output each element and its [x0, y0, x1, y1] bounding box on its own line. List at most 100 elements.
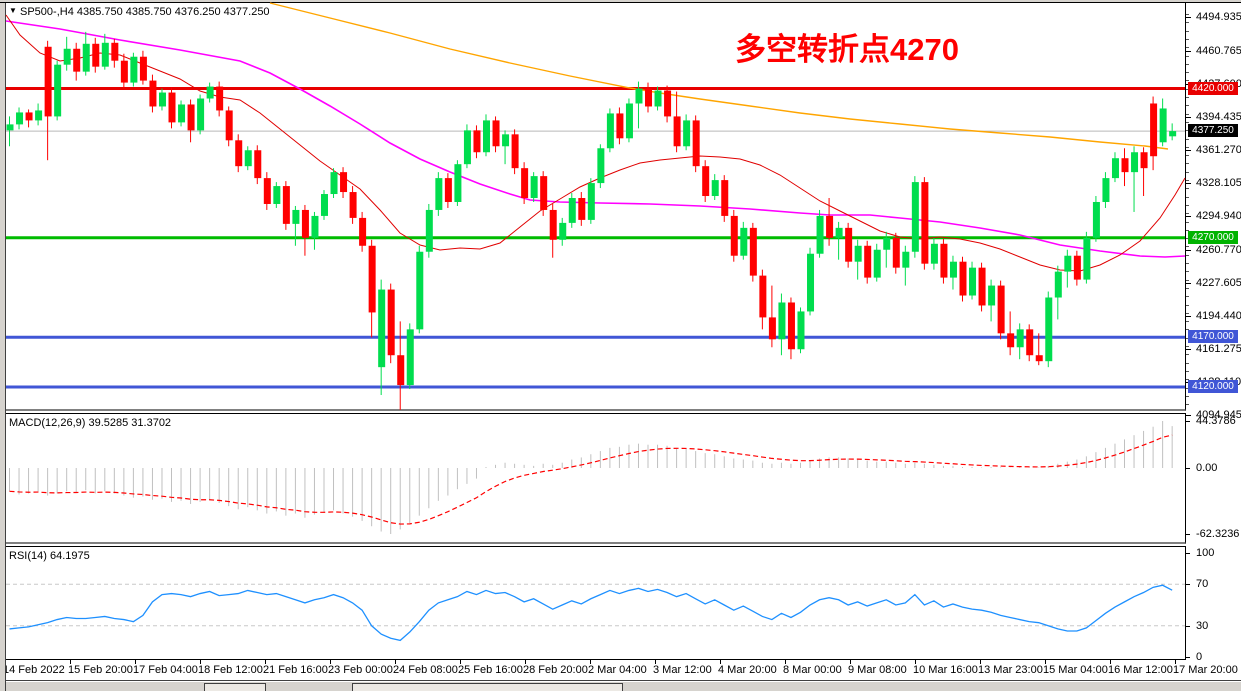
price-axis-tick [1186, 215, 1191, 217]
price-axis-minor-tick [1186, 204, 1189, 206]
indicator-axis-tick [1186, 625, 1190, 627]
price-axis-minor-tick [1186, 395, 1189, 397]
macd-panel[interactable] [6, 413, 1186, 544]
price-axis-minor-tick [1186, 362, 1189, 364]
price-axis: 4494.9354460.7654427.6004394.4354361.270… [1186, 3, 1241, 660]
indicator-axis-label: 0.00 [1196, 462, 1218, 474]
price-axis-minor-tick [1186, 312, 1189, 314]
price-axis-minor-tick [1186, 379, 1189, 381]
price-axis-minor-tick [1186, 196, 1189, 198]
price-axis-minor-tick [1186, 263, 1189, 264]
time-axis-tick [525, 660, 526, 664]
time-axis-tick [135, 660, 136, 664]
price-badge: 4377.250 [1188, 124, 1238, 138]
price-axis-minor-tick [1186, 279, 1189, 281]
indicator-axis-tick [1186, 657, 1190, 658]
price-axis-label: 4294.940 [1196, 209, 1241, 222]
time-axis: 14 Feb 2022 15 Feb 20:00 17 Feb 04:00 18 Fe… [0, 660, 1241, 681]
price-badge: 4120.000 [1188, 380, 1238, 394]
time-axis-label: 28 Feb 20:00 [523, 664, 588, 676]
indicator-axis-label: -62.3236 [1196, 528, 1240, 540]
price-axis-tick [1186, 182, 1191, 184]
time-axis-label: 13 Mar 23:00 [978, 664, 1043, 676]
price-axis-minor-tick [1186, 346, 1189, 347]
indicator-axis-label: 44.3786 [1196, 415, 1236, 427]
time-axis-label: 10 Mar 16:00 [913, 664, 978, 676]
price-axis-label: 4094.945 [1196, 408, 1241, 421]
price-axis-minor-tick [1186, 287, 1189, 289]
price-axis-minor-tick [1186, 188, 1189, 190]
time-axis-tick [1045, 660, 1046, 664]
price-axis-label: 4260.770 [1196, 243, 1241, 256]
time-axis-label: 2 Mar 04:00 [588, 664, 647, 676]
price-axis-tick [1186, 249, 1191, 251]
price-axis-label: 4361.270 [1196, 143, 1241, 156]
price-axis-label: 4194.440 [1196, 309, 1241, 322]
indicator-axis-tick [1186, 553, 1190, 554]
price-axis-label: 4161.275 [1196, 342, 1241, 355]
price-axis-minor-tick [1186, 72, 1189, 74]
time-axis-label: 17 Mar 20:00 [1173, 664, 1238, 676]
price-axis-minor-tick [1186, 404, 1189, 406]
annotation-text: 多空转折点4270 [735, 32, 959, 67]
time-axis-label: 16 Mar 12:00 [1108, 664, 1173, 676]
price-axis-minor-tick [1186, 47, 1189, 49]
price-axis-label: 4460.765 [1196, 44, 1241, 57]
price-axis-minor-tick [1186, 138, 1189, 140]
price-axis-minor-tick [1186, 213, 1189, 215]
price-axis-tick [1186, 414, 1191, 416]
price-axis-minor-tick [1186, 246, 1189, 248]
time-axis-label: 4 Mar 20:00 [718, 664, 777, 676]
time-axis-label: 9 Mar 08:00 [848, 664, 907, 676]
price-axis-minor-tick [1186, 155, 1189, 157]
window-frame-top [0, 0, 1241, 3]
indicator-axis-tick [1186, 468, 1190, 469]
time-axis-tick [460, 660, 461, 664]
price-axis-tick [1186, 348, 1191, 350]
time-axis-tick [70, 660, 71, 664]
price-axis-minor-tick [1186, 180, 1189, 181]
time-axis-label: 24 Feb 08:00 [393, 664, 458, 676]
price-axis-minor-tick [1186, 121, 1189, 123]
symbol-dropdown-icon[interactable]: ▼ [9, 6, 17, 15]
time-axis-label: 15 Mar 04:00 [1043, 664, 1108, 676]
price-axis-label: 4394.435 [1196, 110, 1241, 123]
price-axis-minor-tick [1186, 329, 1189, 331]
rsi-panel[interactable] [6, 546, 1186, 660]
price-axis-label: 4494.935 [1196, 11, 1241, 23]
time-axis-label: 23 Feb 00:00 [328, 664, 393, 676]
price-axis-minor-tick [1186, 130, 1189, 132]
price-axis-tick [1186, 315, 1191, 317]
price-axis-minor-tick [1186, 163, 1189, 165]
time-axis-tick [655, 660, 656, 664]
price-axis-tick [1186, 116, 1191, 118]
time-axis-tick [1175, 660, 1176, 664]
price-axis-minor-tick [1186, 63, 1189, 65]
bottom-tab-strip [0, 682, 1241, 691]
price-axis-minor-tick [1186, 30, 1189, 32]
price-axis-minor-tick [1186, 271, 1189, 273]
indicator-axis-label: 100 [1196, 547, 1215, 559]
price-axis-minor-tick [1186, 171, 1189, 173]
minimized-chart-tab[interactable] [204, 683, 266, 691]
time-axis-tick [785, 660, 786, 664]
time-axis-tick [1110, 660, 1111, 664]
time-axis-label: 3 Mar 12:00 [653, 664, 712, 676]
time-axis-label: 17 Feb 04:00 [133, 664, 198, 676]
price-axis-minor-tick [1186, 238, 1189, 240]
time-axis-tick [590, 660, 591, 664]
main-chart-panel[interactable] [6, 3, 1186, 411]
price-axis-minor-tick [1186, 80, 1189, 82]
price-axis-minor-tick [1186, 22, 1189, 24]
price-axis-minor-tick [1186, 354, 1189, 356]
price-axis-minor-tick [1186, 88, 1189, 90]
price-axis-minor-tick [1186, 321, 1189, 323]
minimized-chart-tab[interactable] [352, 683, 623, 691]
time-axis-label: 18 Feb 12:00 [198, 664, 263, 676]
price-axis-minor-tick [1186, 370, 1189, 372]
time-axis-tick [720, 660, 721, 664]
price-axis-minor-tick [1186, 97, 1189, 98]
price-axis-minor-tick [1186, 105, 1189, 107]
time-axis-label: 15 Feb 20:00 [68, 664, 133, 676]
